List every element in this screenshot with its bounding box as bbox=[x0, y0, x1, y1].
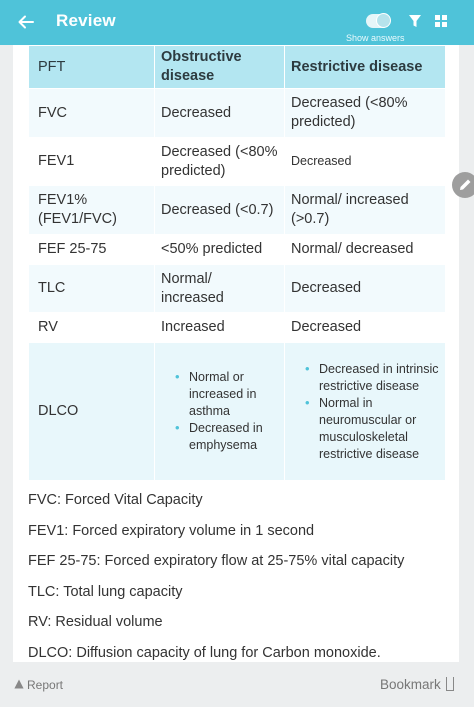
table-row: FEV1 Decreased (<80% predicted) Decrease… bbox=[28, 137, 446, 186]
cell-obstructive: Decreased (<80% predicted) bbox=[154, 137, 285, 186]
cell-obstructive: Normal or increased in asthma Decreased … bbox=[154, 342, 285, 481]
header-restrictive: Restrictive disease bbox=[284, 45, 446, 89]
list-item: Normal or increased in asthma bbox=[175, 368, 278, 420]
bookmark-icon[interactable] bbox=[446, 677, 454, 691]
grid-icon[interactable] bbox=[435, 15, 447, 27]
table-row: RV Increased Decreased bbox=[28, 312, 446, 343]
list-item: Decreased in intrinsic restrictive disea… bbox=[305, 360, 439, 395]
toggle-knob bbox=[376, 13, 391, 28]
cell-restrictive: Decreased in intrinsic restrictive disea… bbox=[284, 342, 446, 481]
filter-icon[interactable] bbox=[408, 14, 422, 28]
cell-restrictive: Normal/ increased (>0.7) bbox=[284, 185, 446, 235]
table-row-dlco: DLCO Normal or increased in asthma Decre… bbox=[28, 342, 446, 481]
glossary-item: FEF 25-75: Forced expiratory flow at 25-… bbox=[28, 553, 405, 569]
report-button[interactable]: Report bbox=[27, 678, 64, 692]
cell-pft: FEF 25-75 bbox=[28, 234, 155, 265]
obstructive-dlco-list: Normal or increased in asthma Decreased … bbox=[175, 368, 278, 454]
abbreviation-glossary: FVC: Forced Vital Capacity FEV1: Forced … bbox=[28, 490, 404, 673]
table-header-row: PFT Obstructive disease Restrictive dise… bbox=[28, 45, 446, 89]
cell-obstructive: Increased bbox=[154, 312, 285, 343]
back-arrow-icon[interactable] bbox=[16, 12, 36, 32]
header-obstructive: Obstructive disease bbox=[154, 45, 285, 89]
table-row: FVC Decreased Decreased (<80% predicted) bbox=[28, 88, 446, 138]
cell-pft: FVC bbox=[28, 88, 155, 138]
edit-fab[interactable] bbox=[452, 172, 474, 198]
list-item: Normal in neuromuscular or musculoskelet… bbox=[305, 394, 439, 463]
restrictive-dlco-list: Decreased in intrinsic restrictive disea… bbox=[305, 360, 439, 463]
cell-restrictive: Decreased bbox=[284, 312, 446, 343]
cell-obstructive: <50% predicted bbox=[154, 234, 285, 265]
glossary-item: DLCO: Diffusion capacity of lung for Car… bbox=[28, 644, 381, 661]
glossary-item: FVC: Forced Vital Capacity bbox=[28, 492, 203, 508]
cell-pft: DLCO bbox=[28, 342, 155, 481]
cell-pft: FEV1% (FEV1/FVC) bbox=[28, 185, 155, 235]
glossary-item: FEV1: Forced expiratory volume in 1 seco… bbox=[28, 522, 315, 539]
cell-restrictive: Decreased bbox=[284, 137, 446, 186]
cell-obstructive: Decreased bbox=[154, 88, 285, 138]
page-title: Review bbox=[56, 11, 116, 30]
bookmark-button[interactable]: Bookmark bbox=[380, 677, 441, 692]
cell-pft: RV bbox=[28, 312, 155, 343]
review-content: PFT Obstructive disease Restrictive dise… bbox=[13, 45, 459, 662]
cell-restrictive: Normal/ decreased bbox=[284, 234, 446, 265]
warning-icon bbox=[14, 679, 24, 689]
pencil-icon bbox=[460, 179, 471, 190]
table-row: TLC Normal/ increased Decreased bbox=[28, 264, 446, 313]
table-row: FEF 25-75 <50% predicted Normal/ decreas… bbox=[28, 234, 446, 265]
cell-obstructive: Normal/ increased bbox=[154, 264, 285, 313]
cell-pft: FEV1 bbox=[28, 137, 155, 186]
cell-pft: TLC bbox=[28, 264, 155, 313]
list-item: Decreased in emphysema bbox=[175, 419, 278, 454]
glossary-item: TLC: Total lung capacity bbox=[28, 583, 183, 600]
cell-restrictive: Decreased (<80% predicted) bbox=[284, 88, 446, 138]
cell-restrictive: Decreased bbox=[284, 264, 446, 313]
cell-obstructive: Decreased (<0.7) bbox=[154, 185, 285, 235]
header-pft: PFT bbox=[28, 45, 155, 89]
show-answers-label: Show answers bbox=[346, 33, 405, 43]
app-header: Review Show answers bbox=[0, 0, 474, 45]
table-row: FEV1% (FEV1/FVC) Decreased (<0.7) Normal… bbox=[28, 185, 446, 235]
pft-table: PFT Obstructive disease Restrictive dise… bbox=[28, 45, 446, 481]
glossary-item: RV: Residual volume bbox=[28, 614, 163, 630]
bottom-bar: Report Bookmark bbox=[0, 670, 474, 707]
show-answers-toggle[interactable] bbox=[366, 13, 391, 28]
